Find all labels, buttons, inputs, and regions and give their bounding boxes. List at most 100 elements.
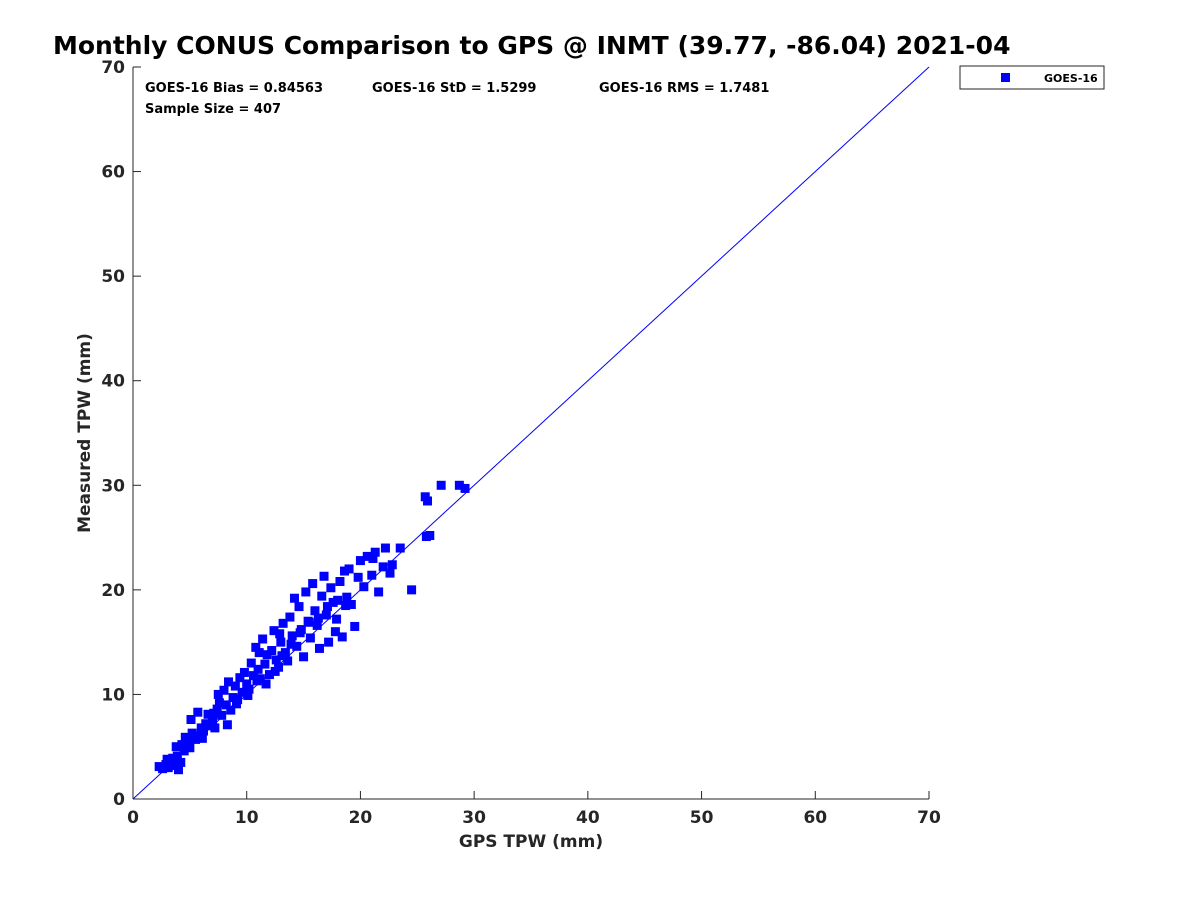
data-point [261,679,271,689]
y-axis-label: Measured TPW (mm) [75,333,95,533]
data-point [346,599,356,609]
data-point [286,639,296,649]
data-point [313,613,323,623]
data-point [176,757,186,767]
data-point [328,597,338,607]
legend-entry-goes16: GOES-16 [1044,72,1098,85]
data-point [292,641,302,651]
legend-marker-square-icon [1001,73,1010,82]
data-point [308,579,318,589]
x-tick-label: 70 [917,808,941,828]
data-point [368,553,378,563]
data-point [333,595,343,605]
data-point [285,612,295,622]
data-point [283,656,293,666]
data-point [374,587,384,597]
data-point [304,617,314,627]
data-point [186,715,196,725]
data-point [335,576,345,586]
data-point [180,732,190,742]
data-point [228,693,238,703]
data-point [380,543,390,553]
data-point [359,582,369,592]
data-point [436,480,446,490]
stat-bias: GOES-16 Bias = 0.84563 [145,81,323,96]
y-tick-label: 40 [101,372,125,392]
data-point [344,564,354,574]
data-point [260,659,270,669]
data-point [179,746,189,756]
data-point [332,614,342,624]
data-point [264,670,274,680]
data-point [162,754,172,764]
data-point [460,483,470,493]
data-point [269,626,279,636]
data-point [222,720,232,730]
data-point [217,710,227,720]
data-point [322,602,332,612]
chart-title: Monthly CONUS Comparison to GPS @ INMT (… [53,31,1010,60]
data-point [295,628,305,638]
data-point [219,685,229,695]
data-point [242,679,252,689]
x-tick-label: 20 [349,808,373,828]
data-point [209,708,219,718]
data-point [337,632,347,642]
data-point [312,620,322,630]
data-point [454,480,464,490]
data-point [330,627,340,637]
data-point [249,671,259,681]
data-point [301,587,311,597]
data-point [262,650,272,660]
data-point [172,751,182,761]
data-point [294,602,304,612]
data-point [423,496,433,506]
data-point [310,606,320,616]
data-point [203,709,213,719]
data-point [319,571,329,581]
data-point [353,572,363,582]
x-tick-label: 50 [690,808,714,828]
data-point [326,583,336,593]
data-point [168,753,178,763]
data-point [221,700,231,710]
data-point [208,717,218,727]
data-points [154,480,470,775]
data-point [275,629,285,639]
data-point [342,592,352,602]
x-tick-label: 40 [576,808,600,828]
data-point [367,570,377,580]
x-tick-label: 30 [462,808,486,828]
y-ticks: 0 10 20 30 40 50 60 70 [101,58,141,810]
y-tick-label: 60 [101,163,125,183]
data-point [407,585,417,595]
data-point [299,652,309,662]
data-point [271,655,281,665]
data-point [193,707,203,717]
x-ticks: 0 10 20 30 40 50 60 70 [127,791,941,828]
data-point [355,556,365,566]
data-point [185,743,195,753]
stat-sample-size: Sample Size = 407 [145,102,281,117]
data-point [370,547,380,557]
data-point [385,568,395,578]
data-point [278,618,288,628]
data-point [254,648,264,658]
data-point [340,566,350,576]
data-point [277,651,287,661]
data-point [287,631,297,641]
data-point [230,681,240,691]
x-tick-label: 0 [127,808,139,828]
data-point [251,642,261,652]
data-point [173,765,183,775]
data-point [210,723,220,733]
data-point [224,677,234,687]
legend-box [959,65,1105,90]
data-point [199,726,209,736]
data-point [253,664,263,674]
data-point [270,666,280,676]
data-point [177,740,187,750]
data-point [187,728,197,738]
data-point [305,633,315,643]
